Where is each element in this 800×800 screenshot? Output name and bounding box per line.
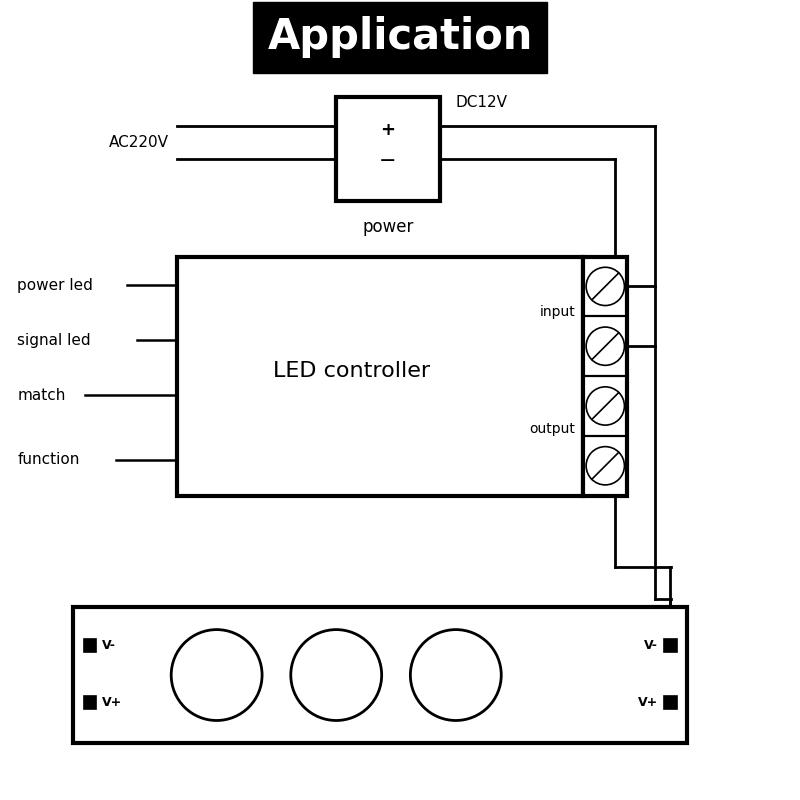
Text: LED controller: LED controller (273, 362, 430, 382)
Circle shape (586, 446, 625, 485)
Circle shape (290, 630, 382, 721)
Text: +: + (381, 122, 395, 139)
Bar (664, 639, 677, 652)
Text: V+: V+ (102, 696, 122, 709)
Text: output: output (530, 422, 575, 436)
Text: −: − (379, 151, 397, 171)
Text: function: function (18, 452, 80, 467)
Text: V+: V+ (638, 696, 658, 709)
Bar (664, 696, 677, 709)
Circle shape (586, 327, 625, 366)
Text: V-: V- (102, 638, 116, 652)
Bar (336, 97, 440, 201)
Circle shape (410, 630, 502, 721)
Bar (583, 257, 627, 496)
Text: match: match (18, 388, 66, 402)
Text: power: power (362, 218, 414, 236)
Text: Application: Application (267, 16, 533, 58)
Bar (177, 257, 583, 496)
Bar (83, 639, 96, 652)
Circle shape (586, 387, 625, 425)
Bar (83, 696, 96, 709)
Text: input: input (540, 305, 575, 318)
Circle shape (171, 630, 262, 721)
Circle shape (586, 267, 625, 306)
Text: V-: V- (645, 638, 658, 652)
Text: signal led: signal led (18, 333, 91, 348)
Text: DC12V: DC12V (456, 95, 508, 110)
Text: AC220V: AC220V (109, 135, 169, 150)
Text: power led: power led (18, 278, 94, 293)
Bar (73, 607, 687, 743)
